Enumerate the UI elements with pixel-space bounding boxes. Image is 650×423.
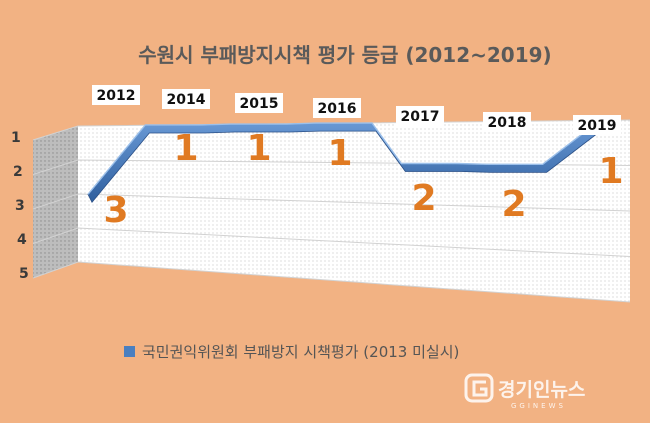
category-label: 2015 [235,93,283,113]
data-label: 1 [327,133,352,174]
data-label: 2 [501,184,526,225]
data-label: 1 [173,128,198,169]
ribbon-top-edge [87,119,601,195]
y-tick-label: 2 [13,164,23,180]
category-label-text: 2014 [167,92,206,108]
gridline [32,193,631,212]
category-label-box [92,85,140,105]
category-label-text: 2015 [240,96,279,112]
data-labels: 3 1 1 1 2 2 1 [103,128,623,231]
y-tick-label: 4 [17,232,27,248]
legend-label: 국민권익위원회 부패방지 시책평가 (2013 미실시) [142,343,459,361]
y-tick-label: 3 [15,198,25,214]
gridline [32,119,631,141]
category-label-text: 2016 [318,101,357,117]
category-label: 2012 [92,85,140,105]
legend-swatch [124,346,135,357]
category-label: 2014 [162,89,210,109]
y-tick-label: 5 [19,266,29,282]
category-label: 2018 [483,112,531,132]
watermark-logo-icon [464,373,494,403]
data-label: 1 [598,151,623,192]
gridline [32,261,631,303]
category-label-box [313,98,361,118]
category-label-box [573,115,621,135]
data-label: 3 [103,190,128,231]
category-label-box [396,106,444,126]
category-label-text: 2019 [578,118,617,134]
watermark-sub: GGINEWS [511,402,566,410]
gridlines [32,119,631,303]
category-label-text: 2018 [488,115,527,131]
category-label: 2017 [396,106,444,126]
category-label-text: 2017 [401,109,440,125]
data-label: 2 [411,178,436,219]
gridline [32,227,631,257]
chart-title: 수원시 부패방지시책 평가 등급 (2012~2019) [138,43,551,67]
category-label: 2019 [573,115,621,135]
watermark-logo-mark [472,380,488,397]
data-label: 1 [246,128,271,169]
category-label-box [483,112,531,132]
category-label-box [162,89,210,109]
category-labels: 2012 2014 2015 2016 2017 2018 2019 [92,85,621,135]
watermark: 경기인뉴스 GGINEWS [464,373,585,410]
category-label-text: 2012 [97,88,136,104]
watermark-name: 경기인뉴스 [498,379,585,401]
y-axis-ticks: 1 2 3 4 5 [11,130,29,282]
category-label: 2016 [313,98,361,118]
y-tick-label: 1 [11,130,21,146]
plot-back-wall [78,120,630,302]
category-label-box [235,93,283,113]
